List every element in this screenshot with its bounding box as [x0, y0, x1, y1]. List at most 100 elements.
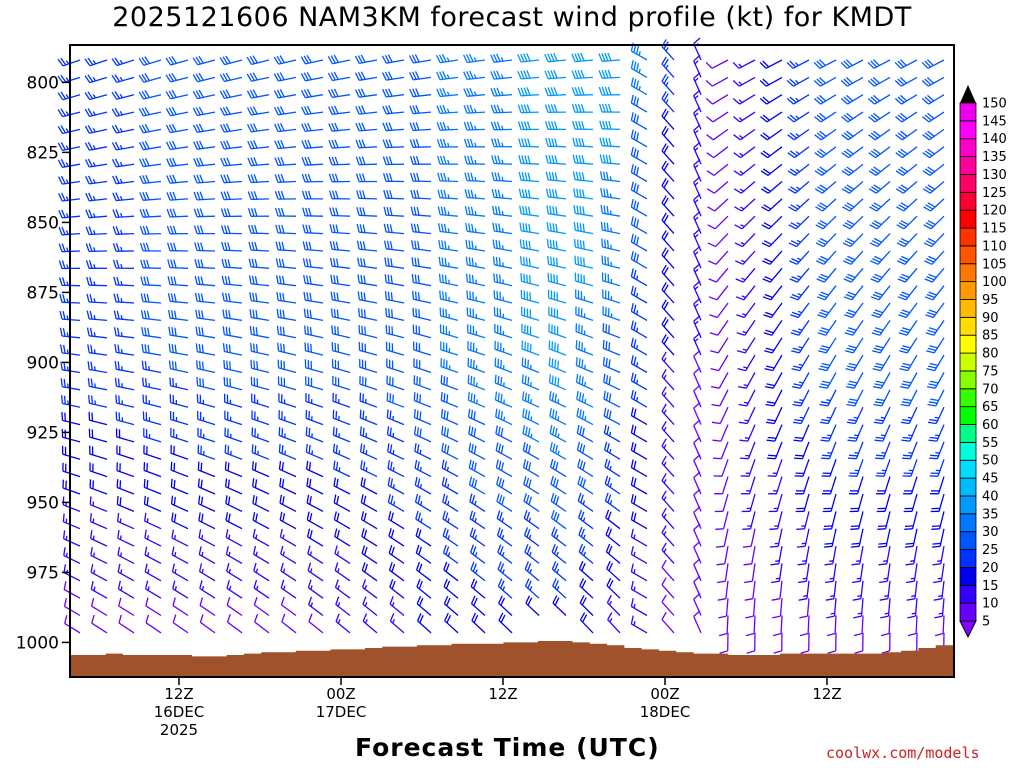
wind-barb	[496, 460, 512, 477]
wind-barb	[275, 123, 296, 131]
wind-barb	[819, 355, 836, 371]
wind-barb	[279, 410, 296, 424]
wind-barb	[144, 445, 161, 459]
wind-barb	[200, 614, 215, 633]
wind-barb	[275, 106, 297, 115]
wind-barb	[492, 172, 512, 181]
wind-barb	[846, 373, 863, 389]
wind-barb	[903, 477, 917, 494]
wind-barb	[662, 300, 674, 321]
wind-barb	[64, 547, 80, 563]
wind-barb	[843, 199, 864, 211]
wind-barb	[841, 77, 863, 86]
wind-barb	[735, 234, 755, 247]
wind-barb	[577, 374, 593, 390]
wind-barb	[170, 394, 188, 407]
wind-barb	[63, 480, 80, 494]
wind-barb	[493, 206, 512, 216]
wind-barb	[869, 112, 891, 122]
wind-barb	[738, 373, 755, 389]
wind-barb	[662, 74, 674, 95]
wind-barb	[383, 123, 404, 131]
wind-barb	[707, 182, 728, 194]
wind-barb	[117, 429, 134, 442]
wind-barb	[200, 563, 215, 580]
wind-barb	[694, 38, 701, 60]
wind-barb	[166, 124, 188, 133]
wind-barb	[253, 461, 270, 476]
wind-barb	[276, 258, 296, 268]
wind-barb	[221, 208, 242, 216]
colorbar-segment	[960, 174, 976, 192]
wind-barb	[469, 409, 485, 425]
wind-barb	[336, 597, 350, 616]
colorbar-label: 80	[982, 347, 999, 362]
wind-barb	[414, 392, 431, 407]
wind-barb	[899, 338, 917, 353]
wind-barb	[552, 510, 567, 529]
wind-barb	[387, 409, 404, 424]
colorbar-segment	[960, 353, 976, 371]
wind-barb	[172, 547, 188, 564]
wind-barb	[88, 344, 107, 355]
wind-barb	[280, 478, 296, 494]
wind-barb	[855, 633, 863, 653]
colorbar-segment	[960, 460, 976, 478]
wind-barb	[850, 511, 863, 529]
wind-barb	[140, 175, 161, 183]
wind-barb	[895, 95, 917, 104]
colorbar-label: 25	[982, 543, 999, 558]
wind-barb	[145, 513, 161, 529]
wind-barb	[200, 597, 215, 615]
wind-barb	[607, 578, 620, 598]
wind-barb	[251, 360, 269, 373]
wind-barb	[64, 530, 80, 546]
wind-barb	[850, 494, 863, 512]
wind-barb	[603, 272, 621, 285]
wind-barb	[172, 496, 188, 512]
x-tick-label: 2025	[160, 721, 198, 739]
wind-barb	[276, 225, 296, 234]
wind-barb	[870, 251, 890, 264]
wind-barb	[795, 459, 809, 476]
wind-barb	[745, 598, 755, 618]
wind-barb	[437, 54, 459, 62]
wind-barb	[173, 598, 188, 616]
wind-barb	[549, 324, 566, 338]
colorbar-bottom-arrow	[960, 621, 976, 637]
wind-barb	[140, 141, 162, 150]
wind-barb	[144, 428, 161, 442]
wind-barb	[223, 310, 242, 321]
colorbar-label: 110	[982, 239, 1007, 254]
wind-barb	[496, 426, 512, 442]
wind-barb	[281, 580, 296, 598]
wind-barb	[789, 199, 810, 211]
wind-barb	[843, 216, 863, 229]
wind-barb	[117, 479, 134, 494]
wind-barb	[167, 226, 188, 234]
wind-barb	[547, 205, 566, 216]
wind-barb	[745, 581, 755, 600]
wind-barb	[735, 199, 756, 211]
wind-barb	[415, 477, 431, 494]
wind-barb	[706, 60, 728, 68]
wind-barb	[167, 158, 188, 166]
colorbar-segment	[960, 567, 976, 585]
wind-barb	[196, 310, 215, 321]
wind-barb	[766, 390, 783, 406]
colorbar-segment	[960, 157, 976, 175]
wind-barb	[386, 325, 404, 338]
wind-barb	[358, 291, 377, 303]
wind-barb	[116, 395, 134, 408]
wind-barb	[576, 340, 593, 355]
wind-barb	[904, 511, 917, 529]
wind-barb	[62, 429, 80, 442]
wind-barb	[253, 512, 269, 529]
wind-barb	[550, 374, 567, 390]
wind-barb	[143, 395, 161, 408]
wind-barb	[139, 107, 161, 116]
wind-barb	[828, 633, 836, 653]
wind-barb	[826, 598, 836, 618]
wind-barb	[249, 259, 269, 269]
wind-barb	[851, 529, 863, 547]
